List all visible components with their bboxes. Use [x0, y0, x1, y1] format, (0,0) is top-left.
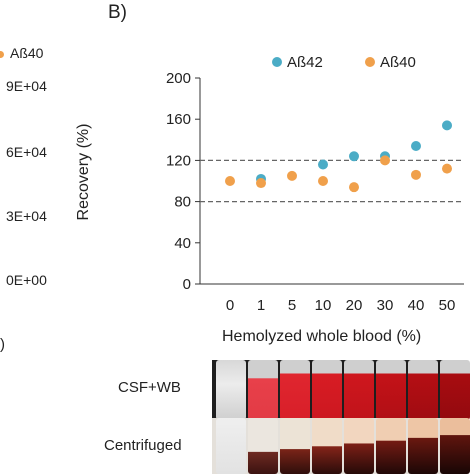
left-panel-fragment: ) [0, 336, 5, 353]
data-point-abeta40 [225, 176, 235, 186]
y-tick-label: 80 [174, 194, 191, 211]
y-tick-label: 40 [174, 235, 191, 252]
data-point-abeta40 [380, 155, 390, 166]
panel-label: B) [108, 2, 127, 23]
tube-0 [216, 360, 246, 420]
tube-20 [344, 360, 374, 420]
x-tick-label: 1 [257, 297, 265, 314]
left-tick-label: 9E+04 [6, 78, 47, 94]
x-tick-label: 0 [226, 297, 234, 314]
centrifuged-tubes-photo [212, 418, 470, 474]
legend-marker [272, 57, 282, 67]
legend-marker-abeta40-left [0, 51, 4, 58]
tube-0 [216, 418, 246, 474]
tube-50 [440, 360, 470, 420]
tube-30 [376, 418, 406, 474]
x-tick-label: 50 [439, 297, 456, 314]
data-point-abeta40 [256, 178, 266, 189]
tube-5 [280, 418, 310, 474]
legend-label: Aß40 [380, 54, 416, 71]
data-point-abeta40 [442, 163, 452, 174]
image-row-label-csf-wb: CSF+WB [118, 379, 181, 396]
tube-10 [312, 418, 342, 474]
data-point-abeta40 [287, 170, 297, 181]
tube-1 [248, 418, 278, 474]
data-point-abeta40 [349, 182, 359, 193]
y-axis-label: Recovery (%) [75, 123, 92, 221]
x-axis-label: Hemolyzed whole blood (%) [222, 328, 422, 345]
tube-20 [344, 418, 374, 474]
tube-50 [440, 418, 470, 474]
data-point-abeta40 [318, 176, 328, 186]
x-tick-label: 20 [346, 297, 363, 314]
data-point-abeta42 [349, 151, 359, 162]
csf-wb-tubes-photo [212, 360, 470, 420]
tube-5 [280, 360, 310, 420]
y-tick-label: 0 [183, 276, 191, 293]
recovery-scatter-chart: 0 40 80 120 160 200 0 1 5 10 20 30 40 50 Aß42 Aß40 [166, 54, 464, 314]
data-point-abeta42 [442, 120, 452, 131]
tube-30 [376, 360, 406, 420]
x-tick-label: 5 [288, 297, 296, 314]
x-tick-label: 40 [408, 297, 425, 314]
image-row-label-centrifuged: Centrifuged [104, 437, 182, 454]
tube-10 [312, 360, 342, 420]
left-tick-label: 3E+04 [6, 208, 47, 224]
tube-1 [248, 360, 278, 420]
left-tick-label: 6E+04 [6, 144, 47, 160]
legend-label: Aß42 [287, 54, 323, 71]
y-tick-label: 120 [166, 152, 191, 169]
y-tick-label: 200 [166, 70, 191, 87]
x-tick-label: 10 [315, 297, 332, 314]
data-point-abeta40 [411, 169, 421, 180]
data-point-abeta42 [318, 159, 328, 170]
y-tick-label: 160 [166, 111, 191, 128]
left-legend-label: Aß40 [10, 45, 44, 61]
data-point-abeta42 [411, 140, 421, 151]
x-tick-label: 30 [377, 297, 394, 314]
left-tick-label: 0E+00 [6, 272, 47, 288]
tube-40 [408, 418, 438, 474]
legend-marker [365, 57, 375, 67]
tube-40 [408, 360, 438, 420]
